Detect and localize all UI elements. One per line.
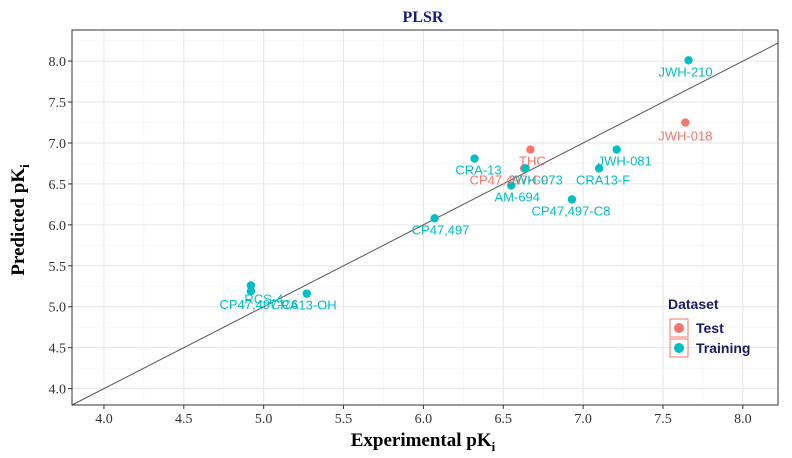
point-label-jwh-081: JWH-081	[598, 154, 652, 169]
point-label-cp47-497-c8: CP47,497-C8	[532, 203, 611, 218]
point-label-cp47-497-c6: CP47,497-C6	[220, 297, 299, 312]
point-labels: JWH-018 THC CP47,497-C9 JWH-210 JWH-081 CRA13…	[220, 64, 713, 312]
y-axis-title: Predicted pKi	[8, 164, 32, 276]
legend-key-test	[674, 323, 684, 333]
x-tick-label: 5.0	[255, 412, 273, 427]
point-jwh-073	[521, 164, 530, 173]
y-tick-label: 4.5	[49, 342, 67, 357]
y-tick-label: 5.0	[49, 301, 67, 316]
y-axis-title-main: Predicted pK	[8, 168, 29, 276]
x-tick-label: 4.5	[175, 412, 193, 427]
point-label-jwh-018: JWH-018	[658, 129, 712, 144]
point-jwh-210	[684, 56, 693, 65]
point-cp47-497	[430, 214, 439, 223]
identity-line	[71, 42, 779, 406]
point-label-am-694: AM-694	[494, 190, 540, 205]
y-tick-label: 7.5	[49, 96, 67, 111]
point-label-cp47-497-c9: CP47,497-C9	[470, 172, 549, 187]
point-thc	[526, 145, 535, 154]
point-jwh-081	[612, 145, 621, 154]
legend-key-training	[674, 343, 684, 353]
point-label-cra13-f: CRA13-F	[576, 172, 630, 187]
point-cp47-497-c6	[246, 286, 256, 296]
point-jwh-018	[681, 118, 690, 127]
gridlines	[72, 30, 778, 405]
point-cra13-f	[594, 164, 604, 173]
y-tick-label: 7.0	[49, 137, 67, 152]
point-label-cra13-oh: CRA13-OH	[271, 298, 337, 313]
legend-label-test: Test	[696, 320, 724, 336]
plot-border	[71, 29, 779, 406]
chart-title: PLSR	[403, 9, 444, 26]
point-cra-13	[470, 154, 479, 163]
point-label-rcs-4: RCS-4	[244, 291, 283, 306]
point-label-cra-13: CRA-13	[455, 163, 501, 178]
legend-key-box-test	[669, 318, 689, 338]
x-tick-label: 5.5	[335, 412, 353, 427]
point-cra13-oh	[302, 289, 312, 298]
x-tick-label: 6.0	[415, 412, 433, 427]
y-tick-label: 4.0	[49, 383, 67, 398]
point-am-694	[507, 181, 516, 190]
legend: Dataset Test Training	[668, 296, 750, 358]
x-axis-title: Experimental pKi	[351, 430, 496, 454]
x-tick-label: 7.5	[654, 412, 672, 427]
plot-panel	[71, 29, 779, 406]
y-tick-labels: 4.0 4.5 5.0 5.5 6.0 6.5 7.0 7.5 8.0	[49, 55, 72, 398]
x-tick-label: 7.0	[574, 412, 592, 427]
point-label-cp47-497: CP47,497	[412, 222, 470, 237]
data-points	[246, 56, 693, 298]
x-tick-label: 8.0	[734, 412, 752, 427]
point-label-thc: THC	[519, 154, 546, 169]
y-tick-label: 8.0	[49, 55, 67, 70]
y-tick-label: 5.5	[49, 260, 67, 275]
x-axis-title-main: Experimental pK	[351, 430, 492, 451]
x-tick-label: 6.5	[495, 412, 513, 427]
y-tick-label: 6.5	[49, 178, 67, 193]
y-axis-title-subscript: i	[17, 164, 32, 168]
x-tick-label: 4.0	[95, 412, 113, 427]
x-axis-title-subscript: i	[492, 439, 496, 454]
x-tick-labels: 4.0 4.5 5.0 5.5 6.0 6.5 7.0 7.5 8.0	[95, 405, 752, 427]
legend-title: Dataset	[668, 296, 719, 312]
identity-line-group	[71, 42, 779, 406]
legend-label-training: Training	[696, 340, 750, 356]
legend-key-box-training	[669, 338, 689, 358]
y-tick-label: 6.0	[49, 219, 67, 234]
point-label-jwh-210: JWH-210	[658, 64, 712, 79]
point-cp47-497-c8	[567, 195, 577, 204]
point-label-jwh-073: JWH-073	[509, 172, 563, 187]
